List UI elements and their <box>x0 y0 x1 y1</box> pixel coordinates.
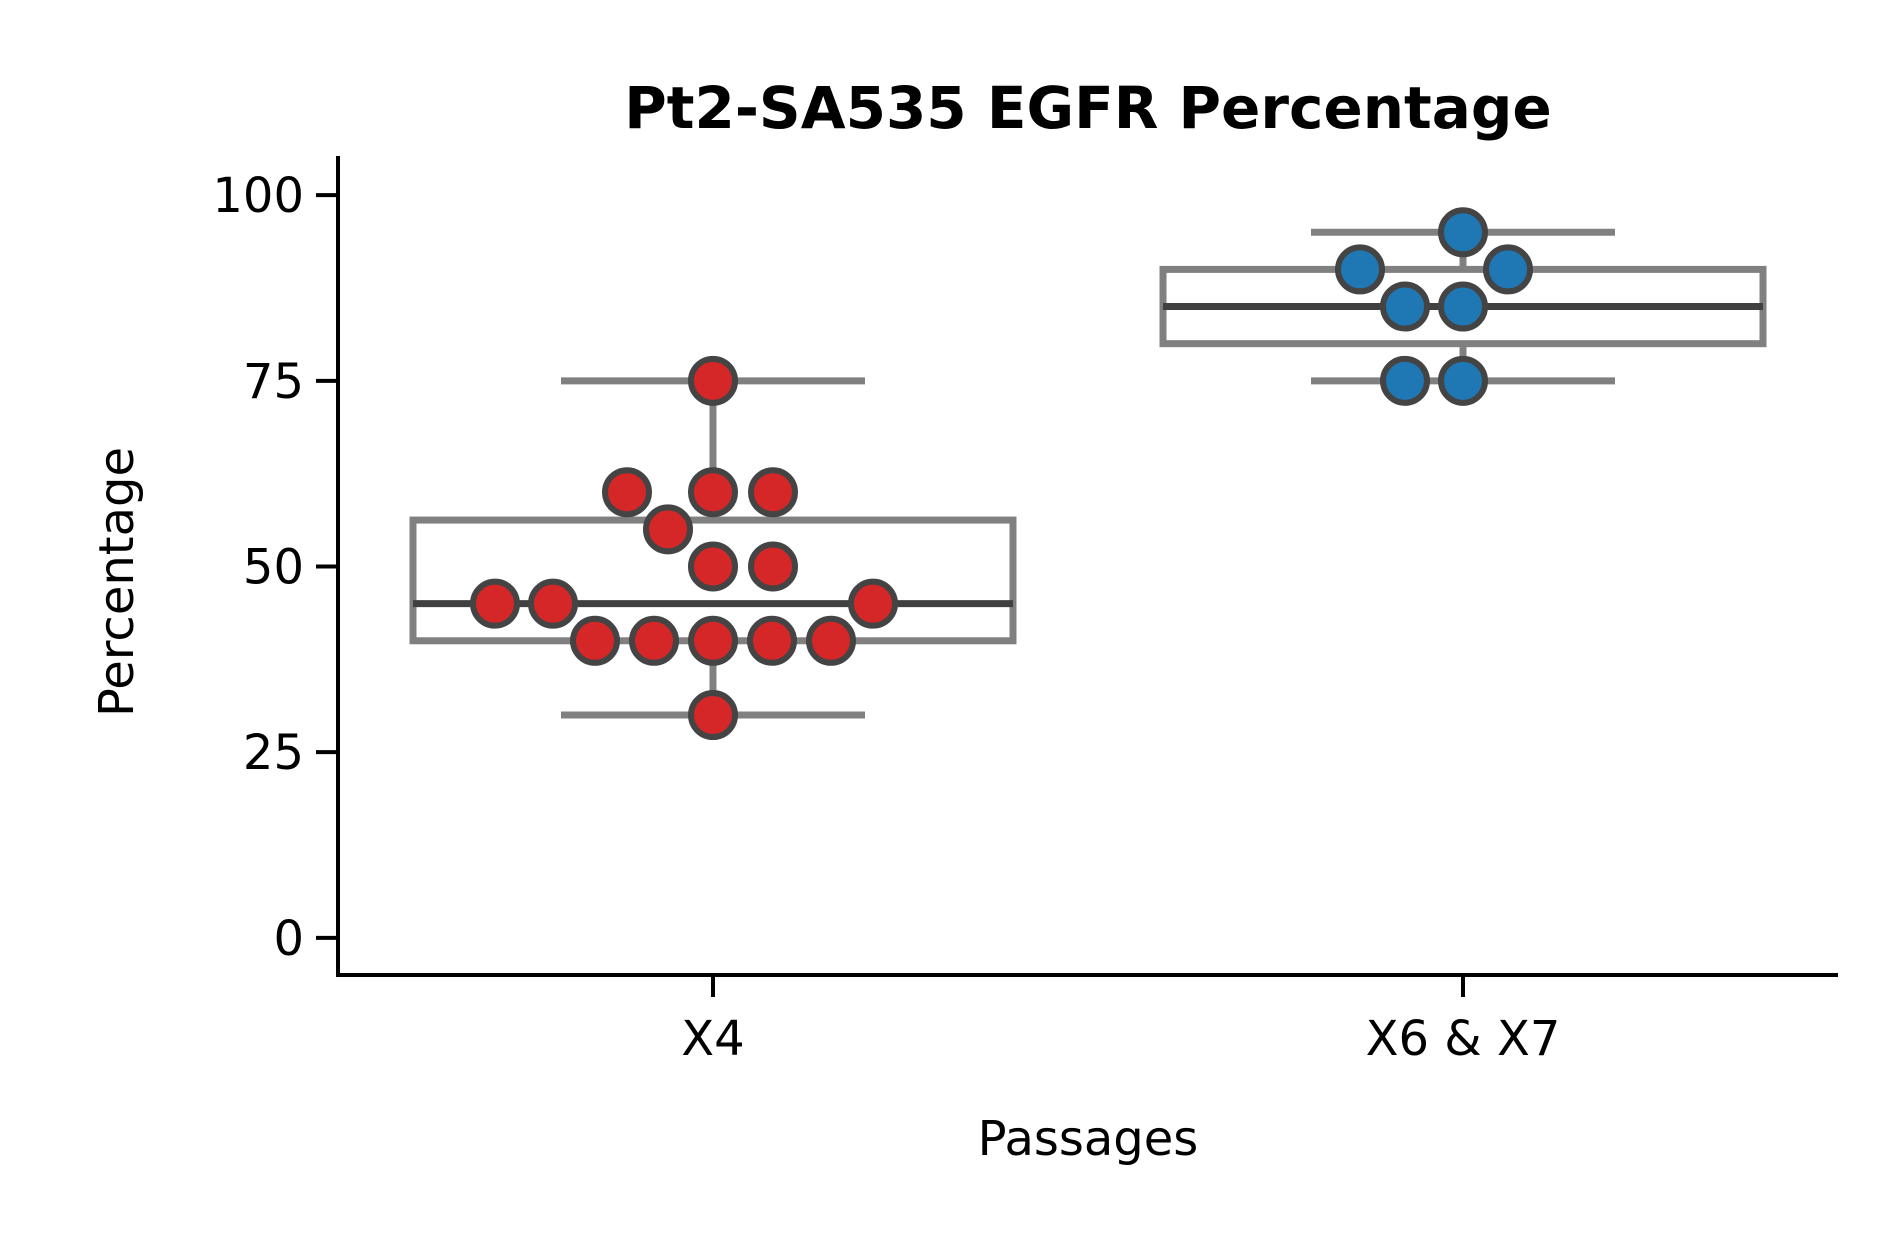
data-point <box>1438 281 1488 332</box>
data-point <box>688 467 738 518</box>
plot-area <box>409 207 1767 741</box>
x-tick-label: X6 & X7 <box>1366 1011 1561 1067</box>
data-point <box>528 578 578 629</box>
data-point <box>748 467 798 518</box>
swarm-points-1 <box>1335 207 1533 406</box>
data-point <box>570 615 620 666</box>
y-tick-label: 100 <box>212 168 304 224</box>
x-tick-label: X4 <box>681 1011 744 1067</box>
data-point <box>688 690 738 741</box>
data-point <box>1438 355 1488 406</box>
data-point <box>1335 244 1385 295</box>
swarm-points-0 <box>470 355 898 741</box>
data-point <box>688 541 738 592</box>
data-point <box>747 615 797 666</box>
data-point <box>1438 207 1488 258</box>
data-point <box>688 355 738 406</box>
data-point <box>688 615 738 666</box>
y-tick-label: 0 <box>273 911 304 967</box>
data-point <box>848 578 898 629</box>
y-axis-label: Percentage <box>89 447 145 717</box>
data-point <box>748 541 798 592</box>
x-axis-label: Passages <box>978 1111 1199 1167</box>
data-point <box>1380 281 1430 332</box>
y-tick-label: 75 <box>243 354 304 410</box>
y-tick-label: 25 <box>243 725 304 781</box>
data-point <box>643 504 693 555</box>
data-point <box>629 615 679 666</box>
y-tick-label: 50 <box>243 540 304 596</box>
data-point <box>806 615 856 666</box>
chart-title: Pt2-SA535 EGFR Percentage <box>624 74 1551 142</box>
data-point <box>602 467 652 518</box>
data-point <box>470 578 520 629</box>
axes: 0 25 50 75 100 X4 X6 & X7 <box>212 156 1838 1067</box>
data-point <box>1483 244 1533 295</box>
data-point <box>1380 355 1430 406</box>
